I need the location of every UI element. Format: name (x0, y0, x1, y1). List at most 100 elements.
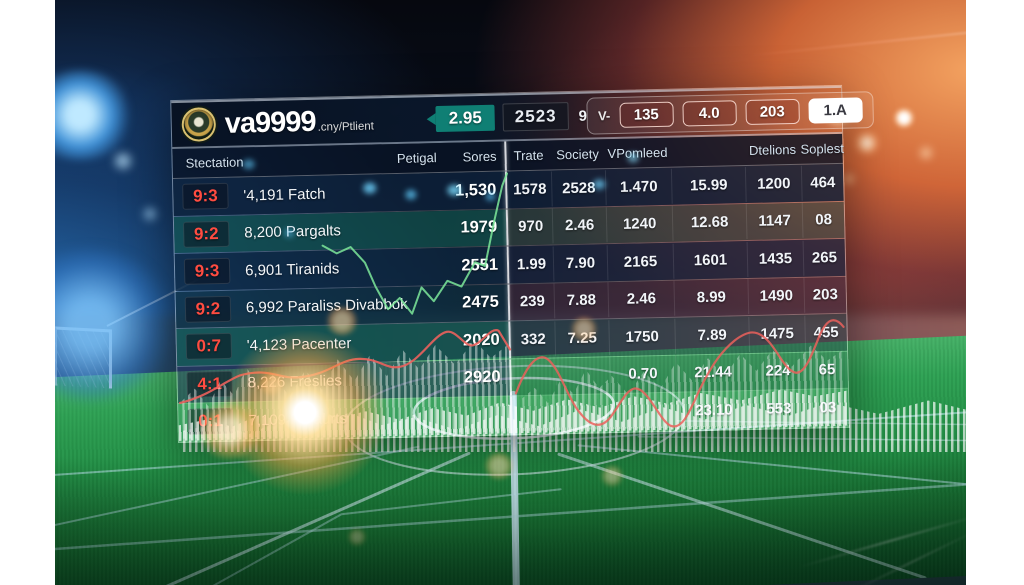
cell: 23.10 (676, 391, 751, 429)
sores-value: 2020 (462, 330, 500, 350)
left-table-header: Stectation Petigal Sores (172, 149, 504, 172)
cell: 970 (507, 208, 553, 245)
cell: 08 (801, 202, 845, 239)
score-badge: 9:2 (184, 295, 232, 323)
row-right: 23.10 553 03 (512, 388, 849, 433)
sores-value: 2920 (463, 367, 501, 387)
quick-chip-135[interactable]: 135 (618, 101, 674, 128)
cell: 12.68 (671, 204, 747, 241)
row-right: 970 2.46 1240 12.68 1147 08 (507, 201, 845, 246)
goal-post (55, 326, 112, 389)
col-petigal: Petigal (396, 150, 437, 166)
score-badge: 0:1 (187, 407, 234, 436)
sores-value: 1,530 (454, 180, 497, 200)
brand-name: va9999 (224, 105, 316, 140)
header-odds-tags: 2.95 2523 9 (435, 102, 587, 133)
row-right: 0.70 21.44 224 65 (511, 351, 848, 396)
cell: 1490 (747, 278, 805, 315)
team-label: 7,109 Paraurts (248, 409, 348, 430)
col-stectation: Stectation (185, 154, 244, 171)
row-right: 1.99 7.90 2165 1601 1435 265 (508, 238, 846, 283)
score-badge: 9:2 (182, 220, 230, 248)
col-unnamed (671, 151, 745, 153)
col-vpomleed: VPomleed (607, 144, 668, 162)
cell: 7.90 (552, 244, 608, 282)
team-label: '4,191 Fatch (243, 185, 326, 205)
sores-value: 2551 (461, 255, 499, 275)
odds-tag-secondary[interactable]: 2523 (502, 102, 569, 132)
row-left: 0:1 7,109 Paraurts (178, 396, 511, 441)
cell: 455 (804, 314, 848, 351)
cell: 1750 (608, 318, 676, 355)
row-right: 332 7.25 1750 7.89 1475 455 (510, 313, 848, 358)
cell: 203 (803, 277, 847, 314)
odds-board-panel: va9999 .cny/Ptlient 2.95 2523 9 V- 135 4… (170, 84, 874, 443)
cell: 21.44 (675, 354, 750, 391)
team-label: '4,123 Pacenter (246, 334, 352, 355)
cell: 1.99 (508, 246, 554, 283)
cell: 1.470 (604, 168, 672, 205)
quick-chip-40[interactable]: 4.0 (681, 99, 737, 126)
brand-crest-icon (181, 107, 217, 142)
cell: 65 (805, 352, 848, 388)
cell: 1435 (746, 240, 804, 277)
row-left: 0:7 '4,123 Pacenter 2020 (176, 321, 510, 366)
col-society: Society (556, 146, 600, 163)
cell: 1601 (672, 241, 748, 279)
cell: 1147 (745, 203, 803, 240)
cell: 7.88 (553, 282, 609, 319)
stadium-scene: va9999 .cny/Ptlient 2.95 2523 9 V- 135 4… (55, 0, 966, 585)
row-left: 9:2 8,200 Pargalts 1979 (173, 209, 507, 254)
cell: 1475 (748, 315, 806, 352)
right-table-header: Trate Society VPomleed Dtelions Soplest (506, 140, 845, 164)
score-badge: 0:7 (185, 333, 233, 361)
cell (511, 367, 556, 387)
score-badge: 9:3 (183, 258, 231, 286)
cell (512, 404, 557, 424)
score-badge: 4:1 (186, 370, 233, 398)
col-trate: Trate (513, 147, 544, 164)
row-left: 9:3 6,901 Tiranids 2551 (174, 246, 508, 291)
quick-chip-203[interactable]: 203 (744, 98, 800, 125)
cell: 239 (509, 283, 555, 320)
team-label: 8,226 Freslies (247, 372, 343, 392)
cell: 2.46 (551, 207, 607, 244)
cell: 2165 (606, 243, 674, 280)
cell: 03 (805, 389, 849, 426)
row-left: 9:2 6,992 Paraliss Divabbok 2475 (175, 283, 509, 329)
cell: 1240 (605, 205, 673, 243)
odds-tag-secondary-value: 2523 (514, 106, 557, 127)
header-gap (437, 157, 463, 158)
score-badge: 9:3 (182, 183, 229, 211)
cell: 2528 (550, 169, 606, 207)
cell: 265 (802, 239, 846, 276)
cell: 7.89 (674, 316, 750, 354)
cell: 332 (510, 321, 556, 358)
cell (610, 401, 677, 422)
team-label: 6,901 Tiranids (244, 260, 340, 280)
odds-tag-primary[interactable]: 2.95 (435, 104, 496, 133)
cell (555, 365, 610, 386)
row-right: 239 7.88 2.46 8.99 1490 203 (509, 276, 847, 321)
row-left: 4:1 8,226 Freslies 2920 (177, 358, 511, 403)
sores-value: 2475 (461, 292, 500, 312)
row-left: 9:3 '4,191 Fatch 1,530 (173, 171, 506, 216)
cell: 0.70 (609, 355, 676, 393)
sores-value: 1979 (460, 217, 498, 237)
cell: 1578 (506, 171, 552, 208)
row-right: 1578 2528 1.470 15.99 1200 464 (506, 163, 844, 208)
cell: 7.25 (554, 319, 610, 357)
cell: 2.46 (607, 280, 675, 318)
quick-filter-group: V- 135 4.0 203 1.A (586, 90, 874, 135)
team-label: 6,992 Paraliss Divabbok (245, 296, 408, 317)
quick-chip-active[interactable]: 1.A (807, 96, 863, 124)
cell: 224 (749, 352, 806, 390)
brand-suffix: .cny/Ptlient (317, 119, 375, 134)
brand-logo[interactable]: va9999 .cny/Ptlient (224, 104, 374, 140)
team-label: 8,200 Pargalts (244, 222, 342, 242)
col-soplest: Soplest (800, 140, 845, 157)
col-dtelions: Dtelions (748, 141, 797, 158)
col-sores: Sores (462, 148, 497, 165)
cell (556, 403, 611, 423)
